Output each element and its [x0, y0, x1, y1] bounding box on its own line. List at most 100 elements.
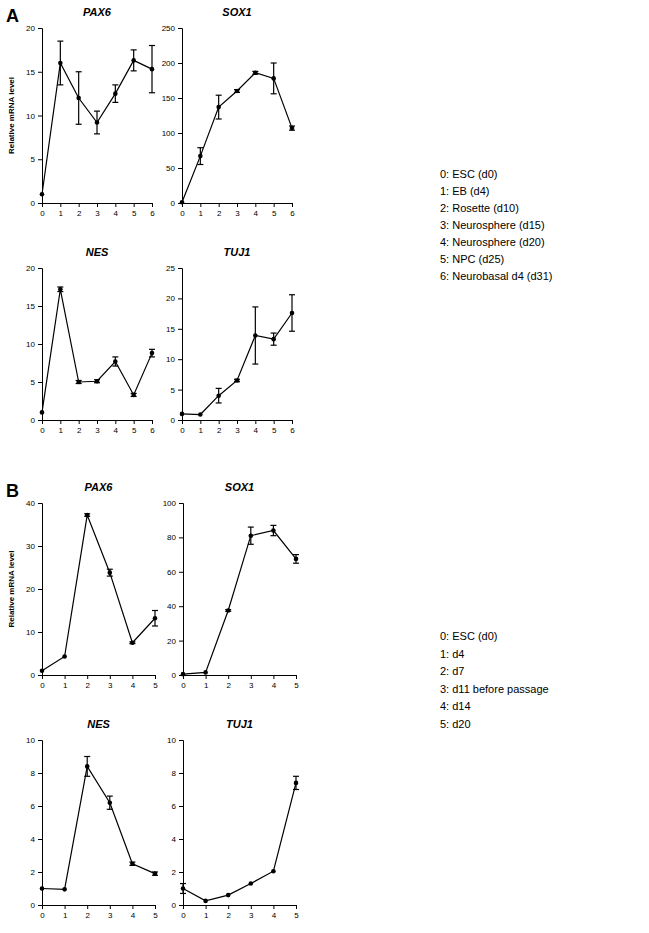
error-bar-cap — [57, 84, 63, 85]
key-entry: 0: ESC (d0) — [440, 630, 497, 642]
error-bar-cap — [293, 554, 299, 555]
x-tick-group: 5 — [153, 905, 158, 920]
key-entry: 4: Neurosphere (d20) — [440, 236, 545, 248]
y-tick-label: 0 — [31, 199, 36, 208]
x-tick-group: 4 — [254, 203, 259, 218]
y-tick — [178, 98, 182, 99]
x-tick-group: 1 — [59, 420, 64, 435]
x-tick-group: 0 — [180, 420, 185, 435]
x-tick-group: 3 — [108, 675, 113, 690]
x-axis-line — [183, 204, 293, 208]
data-point — [226, 893, 231, 898]
x-tick-group: 4 — [114, 203, 119, 218]
panel-label: A — [6, 6, 19, 26]
y-tick-label: 40 — [26, 499, 35, 508]
y-tick-group: 15 — [26, 302, 42, 311]
x-tick-label: 2 — [85, 681, 90, 690]
y-tick — [38, 905, 42, 906]
error-bar — [234, 90, 240, 93]
x-tick — [255, 203, 256, 207]
x-tick-label: 5 — [132, 426, 137, 435]
y-tick-group: 20 — [26, 24, 42, 33]
x-tick — [296, 675, 297, 679]
x-tick-group: 6 — [290, 203, 295, 218]
y-tick-label: 10 — [26, 340, 35, 349]
error-bar-cap — [112, 84, 118, 85]
y-tick-label: 10 — [26, 736, 35, 745]
x-tick-label: 3 — [235, 426, 240, 435]
plot-marks — [40, 287, 155, 415]
y-tick — [38, 872, 42, 873]
y-tick-group: 10 — [26, 628, 42, 637]
x-tick — [110, 675, 111, 679]
x-tick — [87, 905, 88, 909]
x-tick — [206, 675, 207, 679]
x-tick-label: 3 — [108, 681, 113, 690]
y-tick-group: 0 — [31, 671, 42, 680]
error-bar — [149, 46, 155, 93]
chart-title: NES — [86, 246, 109, 258]
y-tick-group: 10 — [166, 355, 182, 364]
data-point — [235, 89, 240, 94]
chart: 012345010203040PAX6Relative mRNA level — [7, 481, 158, 690]
x-tick — [134, 420, 135, 424]
x-tick-label: 5 — [153, 911, 158, 920]
x-tick — [251, 675, 252, 679]
plot-marks — [40, 41, 155, 196]
x-tick-group: 6 — [150, 420, 155, 435]
x-tick-group: 1 — [199, 420, 204, 435]
error-bar-cap — [197, 164, 203, 165]
data-point — [216, 105, 221, 110]
y-tick-group: 80 — [167, 533, 183, 542]
x-tick-label: 3 — [249, 681, 254, 690]
error-bar-cap — [94, 111, 100, 112]
key-entry: 6: Neurobasal d4 (d31) — [440, 270, 553, 282]
x-tick — [115, 420, 116, 424]
error-bar-cap — [152, 625, 158, 626]
y-tick-label: 8 — [31, 769, 36, 778]
error-bar — [180, 884, 186, 894]
data-point — [203, 670, 208, 675]
y-tick-label: 15 — [26, 68, 35, 77]
y-tick — [179, 641, 183, 642]
data-point — [271, 337, 276, 342]
data-point — [294, 781, 299, 786]
y-tick-group: 20 — [166, 294, 182, 303]
y-tick — [38, 740, 42, 741]
x-tick-label: 0 — [40, 911, 45, 920]
x-tick-group: 3 — [95, 203, 100, 218]
error-bar-cap — [270, 535, 276, 536]
data-point — [85, 764, 90, 769]
y-tick-label: 0 — [31, 416, 36, 425]
key-entry: 4: d14 — [440, 700, 471, 712]
error-bar-cap — [107, 575, 113, 576]
y-tick — [38, 773, 42, 774]
x-tick-label: 1 — [63, 681, 68, 690]
data-point — [58, 61, 63, 66]
x-tick-group: 0 — [40, 675, 45, 690]
error-bar-cap — [271, 345, 277, 346]
x-tick-group: 3 — [235, 203, 240, 218]
y-tick — [38, 268, 42, 269]
y-axis-title: Relative mRNA level — [7, 77, 16, 154]
x-tick — [97, 420, 98, 424]
data-point — [180, 412, 185, 417]
y-axis: 050100150200250 — [162, 24, 183, 208]
y-tick-group: 15 — [166, 325, 182, 334]
x-tick — [132, 675, 133, 679]
x-tick-label: 2 — [226, 911, 231, 920]
y-tick-group: 10 — [167, 736, 183, 745]
y-tick — [38, 306, 42, 307]
x-tick-group: 0 — [181, 905, 186, 920]
y-tick-group: 8 — [172, 769, 183, 778]
y-tick-group: 10 — [26, 112, 42, 121]
y-tick-group: 10 — [26, 736, 42, 745]
y-tick-group: 8 — [31, 769, 42, 778]
data-point — [131, 393, 136, 398]
y-tick-label: 8 — [172, 769, 177, 778]
data-point — [58, 287, 63, 292]
series-line — [182, 73, 292, 203]
y-tick — [38, 159, 42, 160]
x-tick — [274, 420, 275, 424]
y-tick-label: 20 — [26, 24, 35, 33]
